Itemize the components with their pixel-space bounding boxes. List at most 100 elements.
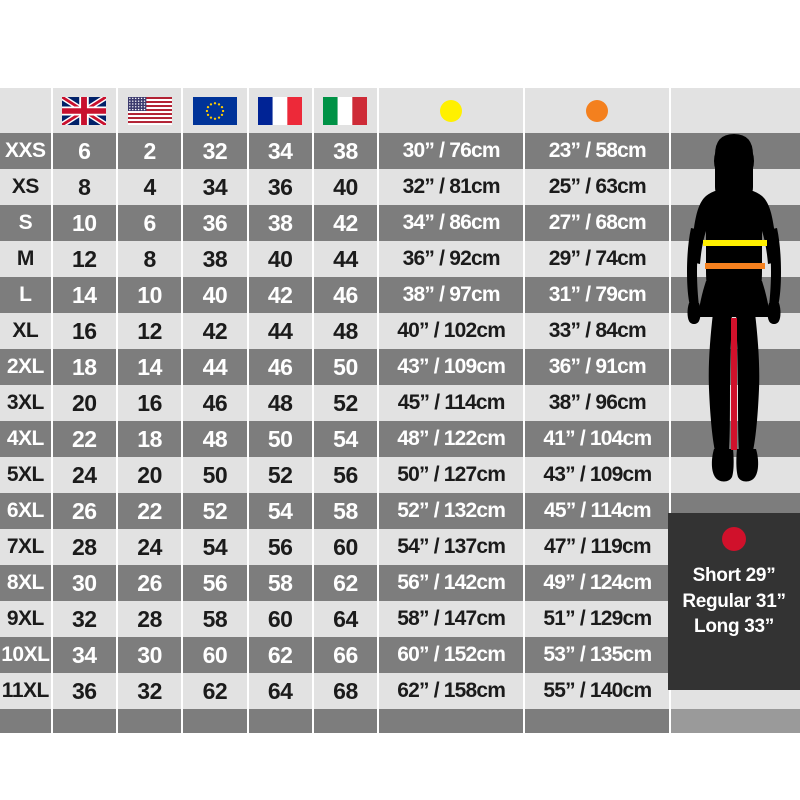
cell-eu: 56	[183, 565, 247, 601]
cell-size: 3XL	[0, 385, 51, 421]
cell-figure	[671, 313, 800, 349]
cell-size: 8XL	[0, 565, 51, 601]
cell-uk: 6	[52, 133, 116, 169]
flag-uk-icon	[62, 96, 107, 125]
column-header-waist	[525, 88, 670, 133]
cell-waist: 45” / 114cm	[525, 493, 670, 529]
leg-length-panel: Short 29” Regular 31” Long 33”	[668, 513, 800, 690]
table-row[interactable]: XL 16 12 42 44 48 40” / 102cm 33” / 84cm	[0, 313, 800, 349]
cell-size: 11XL	[0, 673, 51, 709]
footer-cell-us	[117, 709, 182, 733]
cell-bust: 50” / 127cm	[379, 457, 524, 493]
cell-bust: 56” / 142cm	[379, 565, 524, 601]
leg-length-short: Short 29”	[692, 565, 776, 586]
cell-eu: 58	[183, 601, 247, 637]
cell-us: 32	[117, 673, 182, 709]
cell-waist: 49” / 124cm	[525, 565, 670, 601]
cell-eu: 44	[183, 349, 247, 385]
cell-fr: 60	[248, 601, 312, 637]
cell-us: 20	[117, 457, 182, 493]
cell-fr: 62	[248, 637, 312, 673]
cell-us: 6	[117, 205, 182, 241]
cell-figure	[671, 277, 800, 313]
cell-it: 48	[313, 313, 378, 349]
table-row[interactable]: 5XL 24 20 50 52 56 50” / 127cm 43” / 109cm	[0, 457, 800, 493]
cell-us: 12	[117, 313, 182, 349]
footer-cell-uk	[52, 709, 116, 733]
cell-bust: 40” / 102cm	[379, 313, 524, 349]
cell-fr: 52	[248, 457, 312, 493]
cell-us: 28	[117, 601, 182, 637]
table-row[interactable]: 4XL 22 18 48 50 54 48” / 122cm 41” / 104cm	[0, 421, 800, 457]
cell-fr: 56	[248, 529, 312, 565]
cell-eu: 50	[183, 457, 247, 493]
cell-eu: 36	[183, 205, 247, 241]
footer-cell-bust	[379, 709, 524, 733]
cell-size: 9XL	[0, 601, 51, 637]
cell-it: 50	[313, 349, 378, 385]
table-row[interactable]: 2XL 18 14 44 46 50 43” / 109cm 36” / 91cm	[0, 349, 800, 385]
cell-eu: 52	[183, 493, 247, 529]
cell-size: 6XL	[0, 493, 51, 529]
cell-us: 30	[117, 637, 182, 673]
cell-us: 26	[117, 565, 182, 601]
cell-waist: 41” / 104cm	[525, 421, 670, 457]
cell-size: S	[0, 205, 51, 241]
cell-fr: 46	[248, 349, 312, 385]
flag-france-icon	[258, 96, 303, 125]
cell-waist: 29” / 74cm	[525, 241, 670, 277]
cell-eu: 60	[183, 637, 247, 673]
cell-uk: 34	[52, 637, 116, 673]
table-row[interactable]: S 10 6 36 38 42 34” / 86cm 27” / 68cm	[0, 205, 800, 241]
cell-size: M	[0, 241, 51, 277]
cell-us: 18	[117, 421, 182, 457]
table-row[interactable]: M 12 8 38 40 44 36” / 92cm 29” / 74cm	[0, 241, 800, 277]
cell-it: 62	[313, 565, 378, 601]
cell-it: 54	[313, 421, 378, 457]
footer-cell-fr	[248, 709, 312, 733]
footer-cell-figure	[671, 709, 800, 733]
cell-waist: 31” / 79cm	[525, 277, 670, 313]
cell-it: 42	[313, 205, 378, 241]
table-header-row	[0, 88, 800, 133]
cell-fr: 50	[248, 421, 312, 457]
table-row[interactable]: XXS 6 2 32 34 38 30” / 76cm 23” / 58cm	[0, 133, 800, 169]
cell-uk: 16	[52, 313, 116, 349]
cell-it: 56	[313, 457, 378, 493]
cell-fr: 48	[248, 385, 312, 421]
cell-uk: 12	[52, 241, 116, 277]
table-row[interactable]: 3XL 20 16 46 48 52 45” / 114cm 38” / 96cm	[0, 385, 800, 421]
cell-uk: 26	[52, 493, 116, 529]
table-row[interactable]: L 14 10 40 42 46 38” / 97cm 31” / 79cm	[0, 277, 800, 313]
cell-waist: 47” / 119cm	[525, 529, 670, 565]
column-header-size	[0, 88, 51, 133]
cell-uk: 18	[52, 349, 116, 385]
cell-fr: 34	[248, 133, 312, 169]
cell-fr: 44	[248, 313, 312, 349]
cell-figure	[671, 205, 800, 241]
table-row[interactable]: XS 8 4 34 36 40 32” / 81cm 25” / 63cm	[0, 169, 800, 205]
cell-us: 14	[117, 349, 182, 385]
cell-waist: 25” / 63cm	[525, 169, 670, 205]
cell-bust: 48” / 122cm	[379, 421, 524, 457]
column-header-uk	[52, 88, 116, 133]
cell-bust: 58” / 147cm	[379, 601, 524, 637]
cell-us: 10	[117, 277, 182, 313]
cell-uk: 22	[52, 421, 116, 457]
cell-eu: 62	[183, 673, 247, 709]
cell-bust: 32” / 81cm	[379, 169, 524, 205]
cell-bust: 38” / 97cm	[379, 277, 524, 313]
cell-bust: 45” / 114cm	[379, 385, 524, 421]
cell-waist: 27” / 68cm	[525, 205, 670, 241]
cell-size: XXS	[0, 133, 51, 169]
cell-size: 4XL	[0, 421, 51, 457]
cell-it: 40	[313, 169, 378, 205]
cell-waist: 51” / 129cm	[525, 601, 670, 637]
cell-fr: 40	[248, 241, 312, 277]
flag-italy-icon	[323, 96, 368, 125]
cell-it: 52	[313, 385, 378, 421]
cell-bust: 36” / 92cm	[379, 241, 524, 277]
flag-eu-icon	[192, 96, 237, 125]
cell-uk: 30	[52, 565, 116, 601]
cell-size: XS	[0, 169, 51, 205]
